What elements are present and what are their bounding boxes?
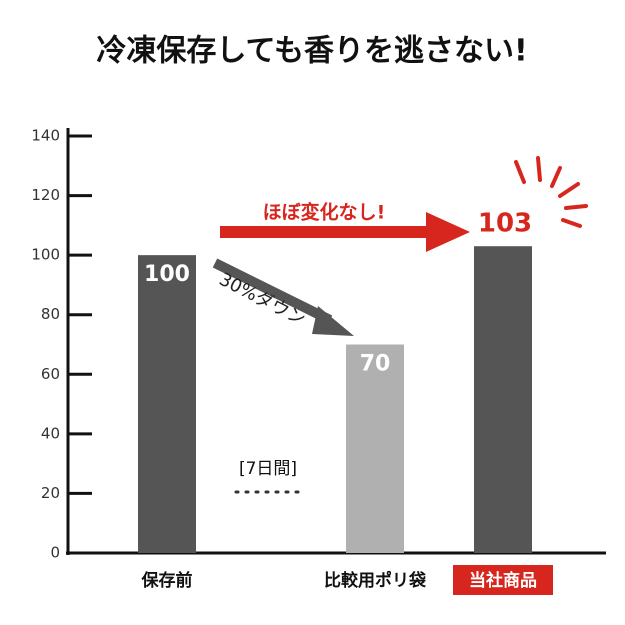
y-tick-label: 100 xyxy=(31,246,60,264)
down-arrow xyxy=(212,258,354,336)
flat-arrow xyxy=(220,212,470,252)
flat-label: ほぼ変化なし! xyxy=(263,201,386,224)
bar xyxy=(138,255,196,553)
value-label: 100 xyxy=(144,262,190,287)
x-tick-label: 当社商品 xyxy=(469,570,537,591)
x-tick-label: 比較用ポリ袋 xyxy=(324,570,427,591)
value-label: 70 xyxy=(360,352,391,377)
y-tick-label: 0 xyxy=(50,544,60,562)
y-tick-label: 20 xyxy=(41,484,60,502)
bar xyxy=(474,246,532,553)
x-tick-label: 保存前 xyxy=(141,570,193,591)
y-tick-label: 140 xyxy=(31,127,60,145)
y-tick-label: 40 xyxy=(41,424,60,442)
chart-title: 冷凍保存しても香りを逃さない! xyxy=(96,34,527,69)
y-tick-label: 80 xyxy=(41,305,60,323)
value-label: 103 xyxy=(478,209,532,239)
period-label: [7日間] xyxy=(239,459,297,479)
y-tick-label: 120 xyxy=(31,186,60,204)
burst xyxy=(514,156,588,228)
y-tick-label: 60 xyxy=(41,365,60,383)
bar xyxy=(346,344,404,553)
highlight-box xyxy=(453,565,553,595)
